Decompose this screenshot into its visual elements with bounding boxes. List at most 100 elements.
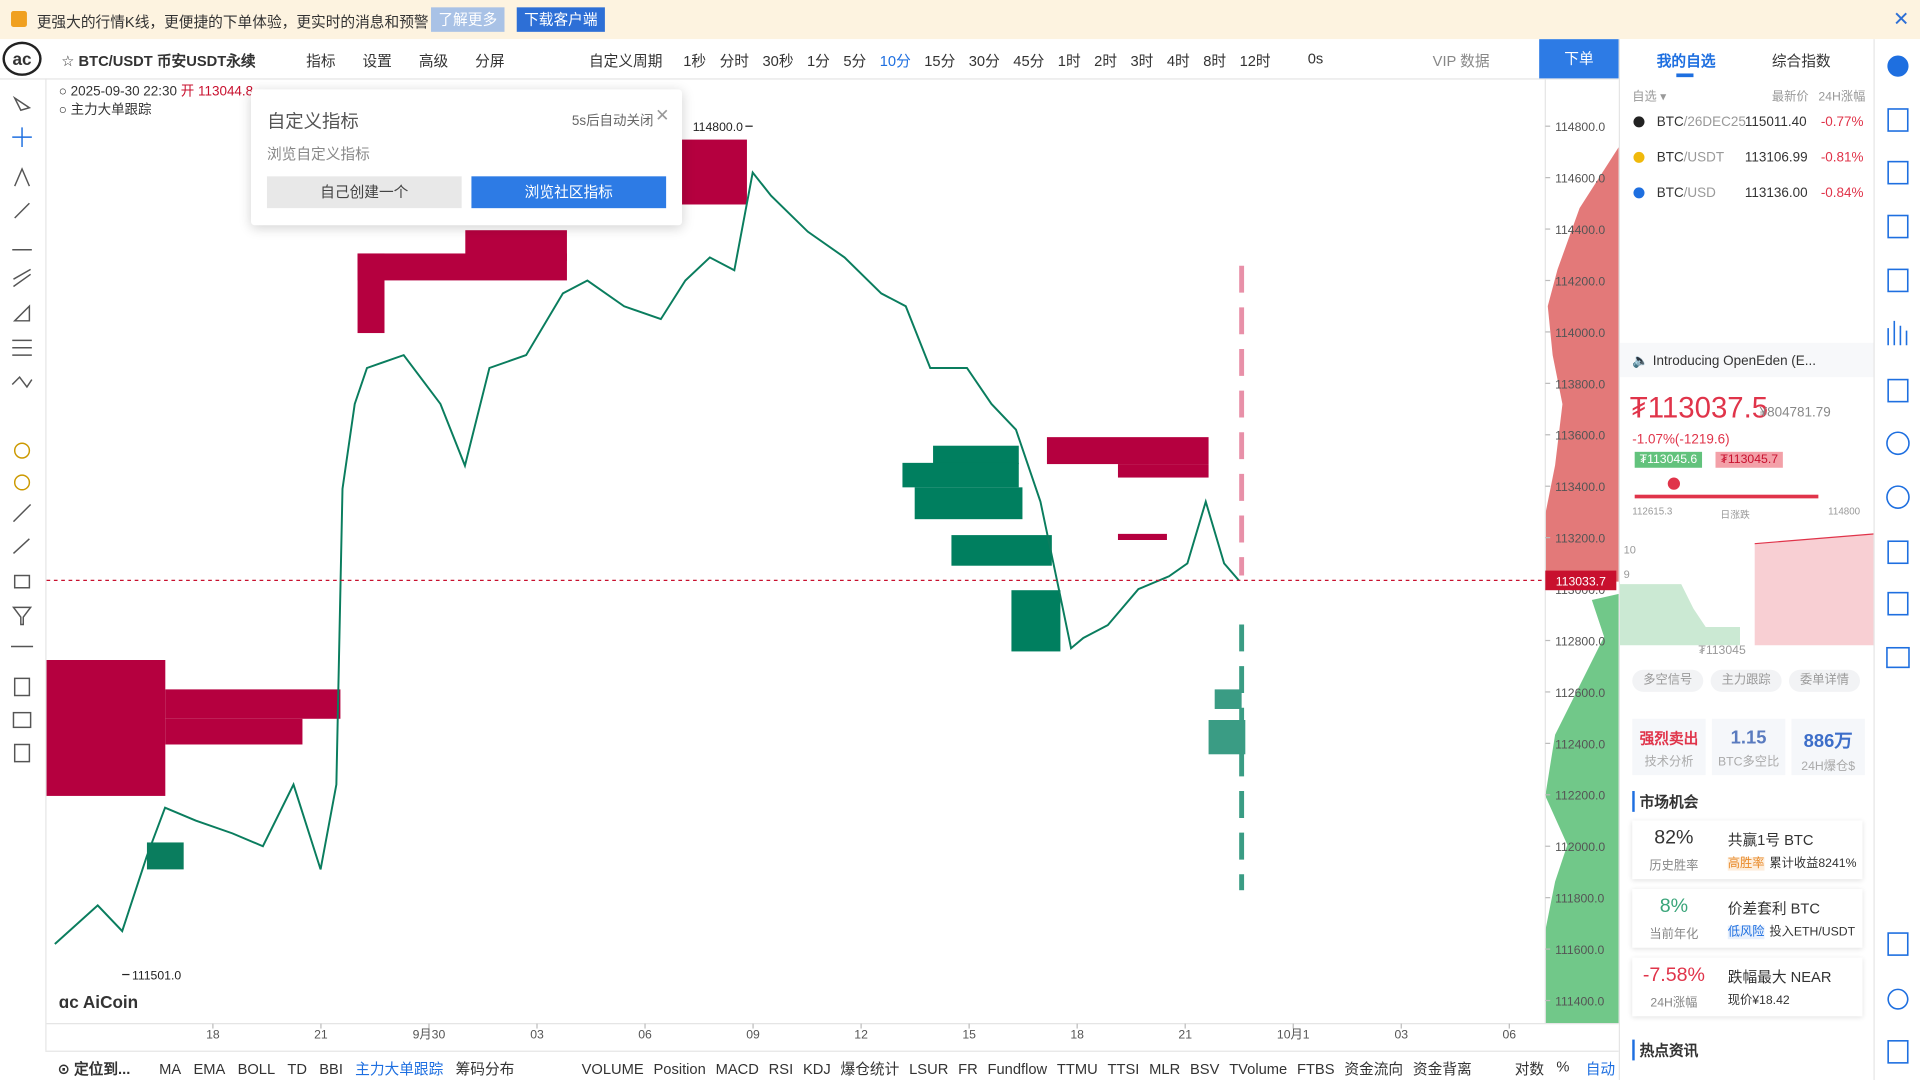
browse-button[interactable]: 浏览社区指标 [471, 176, 667, 209]
order-button[interactable]: 下单 [1539, 39, 1619, 79]
opportunity[interactable]: 82% 历史胜率 共赢1号 BTC 高胜率 累计收益8241% [1632, 820, 1863, 880]
y-tick-label: 111600.0 [1555, 943, 1604, 957]
download-button[interactable]: 下载客户端 [516, 7, 605, 32]
sub-indicator[interactable]: LSUR [909, 1060, 949, 1078]
logo[interactable]: ac [2, 41, 42, 76]
sub-indicator[interactable]: Position [653, 1060, 706, 1078]
watch-icon [1633, 116, 1645, 128]
opp-tag: 高胜率 [1727, 857, 1765, 871]
y-tick-label: 114200.0 [1555, 274, 1605, 288]
current-price-box [1545, 570, 1617, 591]
sub-indicator[interactable]: 资金背离 [1412, 1060, 1472, 1078]
sub-indicator[interactable]: FTBS [1296, 1060, 1335, 1078]
summary-card[interactable]: 1.15 BTC多空比 [1711, 718, 1786, 776]
info-row: ○ 2025-09-30 22:30 开 113044.8 [58, 84, 254, 100]
toolbar-item[interactable]: 分屏 [475, 52, 505, 70]
news-text: 🔈 Introducing OpenEden (E... [1632, 353, 1817, 369]
period[interactable]: 1时 [1057, 52, 1081, 70]
sub-indicator[interactable]: TTMU [1056, 1060, 1098, 1078]
y-tick-label: 111800.0 [1555, 892, 1604, 906]
percent-toggle[interactable]: % [1556, 1057, 1570, 1076]
period[interactable]: 3时 [1130, 52, 1154, 70]
watch-price: 113136.00 [1744, 186, 1808, 201]
sub-indicator[interactable]: MACD [715, 1060, 759, 1078]
main-indicator[interactable]: MA [159, 1060, 182, 1078]
period[interactable]: 5分 [843, 52, 867, 70]
order-blocks [46, 139, 1246, 891]
sub-indicator[interactable]: RSI [768, 1060, 794, 1078]
period[interactable]: 10分 [879, 52, 911, 70]
create-button[interactable]: 自己创建一个 [266, 176, 462, 209]
summary-card[interactable]: 886万 24H爆仓$ [1791, 718, 1865, 776]
sub-indicator[interactable]: MLR [1149, 1060, 1181, 1078]
list-group[interactable]: 自选 ▾ [1632, 90, 1667, 105]
sub-indicator[interactable]: TTSI [1107, 1060, 1140, 1078]
x-tick-label: 03 [1394, 1027, 1408, 1041]
depth-tab[interactable]: 委单详情 [1788, 669, 1861, 692]
main-indicator[interactable]: BOLL [237, 1060, 276, 1078]
watch-row[interactable]: BTC/USDT 113106.99 -0.81% [1620, 148, 1875, 172]
tab-watchlist[interactable]: 我的自选 [1656, 52, 1716, 70]
depth-tab[interactable]: 多空信号 [1632, 669, 1704, 692]
opportunity[interactable]: 8% 当前年化 价差套利 BTC 低风险 投入ETH/USDT [1632, 888, 1863, 948]
log-toggle[interactable]: 对数 [1514, 1060, 1545, 1078]
vip-data[interactable]: VIP 数据 [1432, 52, 1490, 70]
toolbar-item[interactable]: 指标 [306, 52, 336, 70]
opp-title: 价差套利 BTC [1727, 900, 1821, 918]
period[interactable]: 2时 [1094, 52, 1118, 70]
opp-detail-line: 现价¥18.42 [1728, 989, 1790, 1007]
period[interactable]: 8时 [1203, 52, 1227, 70]
watch-row[interactable]: BTC/26DEC25 115011.40 -0.77% [1620, 113, 1875, 137]
toolbar-item[interactable]: 设置 [362, 52, 392, 70]
watch-base: BTC [1656, 150, 1684, 166]
period[interactable]: 1秒 [683, 52, 707, 70]
main-indicator[interactable]: 筹码分布 [455, 1060, 515, 1078]
period[interactable]: 12时 [1239, 52, 1271, 70]
custom-period[interactable]: 自定义周期 [588, 52, 663, 70]
banner: 更强大的行情K线，更便捷的下单体验，更实时的消息和预警 了解更多 下载客户端 ✕ [0, 0, 1920, 40]
period[interactable]: 分时 [719, 52, 750, 70]
x-tick-label: 12 [854, 1027, 868, 1041]
sub-indicator[interactable]: VOLUME [581, 1060, 644, 1078]
banner-text: 更强大的行情K线，更便捷的下单体验，更实时的消息和预警 [36, 13, 429, 31]
sub-indicator[interactable]: 爆仓统计 [840, 1060, 900, 1078]
close-banner[interactable]: ✕ [1893, 9, 1910, 31]
sub-indicator[interactable]: KDJ [802, 1060, 831, 1078]
sub-indicator[interactable]: Fundflow [987, 1060, 1048, 1078]
depth-chart [1620, 533, 1875, 646]
opportunity[interactable]: -7.58% 24H涨幅 跌幅最大 NEAR 现价¥18.42 [1632, 957, 1863, 1017]
locate[interactable]: ⊙ 定位到... [57, 1060, 131, 1078]
summary-card[interactable]: 强烈卖出 技术分析 [1632, 718, 1706, 776]
learn-more-button[interactable]: 了解更多 [431, 7, 505, 32]
y-tick-label: 114800.0 [1555, 120, 1605, 134]
main-indicator[interactable]: 主力大单跟踪 [355, 1060, 444, 1078]
sub-indicator[interactable]: TVolume [1229, 1060, 1288, 1078]
period[interactable]: 4时 [1166, 52, 1190, 70]
watch-row[interactable]: BTC/USD 113136.00 -0.84% [1620, 184, 1875, 208]
bar-datetime: 2025-09-30 22:30 [70, 84, 178, 100]
main-indicator[interactable]: TD [287, 1060, 307, 1078]
news-ticker[interactable]: 🔈 Introducing OpenEden (E... [1620, 342, 1875, 378]
popup-close[interactable]: ✕ [655, 105, 670, 125]
card-label: 技术分析 [1644, 755, 1694, 769]
period[interactable]: 30分 [968, 52, 1000, 70]
main-indicator[interactable]: EMA [193, 1060, 226, 1078]
y-tick-label: 114600.0 [1555, 172, 1605, 186]
sub-indicator[interactable]: FR [958, 1060, 978, 1078]
period[interactable]: 1分 [807, 52, 830, 70]
tab-index[interactable]: 综合指数 [1771, 52, 1831, 70]
symbol[interactable]: ☆ BTC/USDT 币安USDT永续 [61, 52, 256, 70]
sub-indicator[interactable]: BSV [1189, 1060, 1220, 1078]
period[interactable]: 15分 [924, 52, 956, 70]
popup-subtitle: 浏览自定义指标 [266, 145, 370, 163]
last-price: ₮113037.5 [1629, 391, 1769, 425]
y-tick-label: 114400.0 [1555, 223, 1605, 237]
sub-indicator[interactable]: 资金流向 [1344, 1060, 1404, 1078]
period[interactable]: 45分 [1013, 52, 1045, 70]
depth-tab[interactable]: 主力跟踪 [1710, 669, 1782, 692]
period[interactable]: 30秒 [762, 52, 794, 70]
watch-icon [1633, 187, 1645, 199]
toolbar-item[interactable]: 高级 [418, 52, 449, 70]
main-indicator[interactable]: BBI [319, 1060, 343, 1078]
auto-toggle[interactable]: 自动 [1585, 1060, 1616, 1078]
